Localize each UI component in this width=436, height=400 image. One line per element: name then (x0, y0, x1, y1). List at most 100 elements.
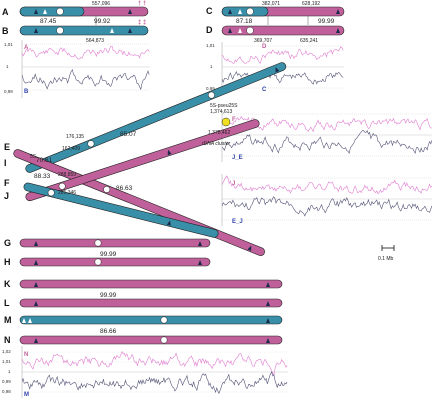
plot-ej-1: F J_E (221, 110, 432, 162)
marker-i1 (247, 245, 252, 252)
series-ej2-magenta (222, 175, 432, 195)
identity-cd-right: 99.99 (318, 18, 335, 25)
chromosome-h (19, 257, 211, 267)
label-e: E (4, 142, 10, 152)
annotation-5s-psu: 5S-pseu25S (210, 103, 238, 109)
marker-d1 (228, 28, 232, 33)
position-d-2: 635,241 (300, 38, 318, 44)
position-e-1: 176,135 (66, 134, 84, 140)
identity-kl: 99.99 (100, 292, 117, 299)
series-cd-magenta (222, 46, 344, 64)
tick-mn-3: 1 (8, 369, 11, 374)
centromere-d (246, 26, 254, 35)
marker-a1 (34, 9, 38, 14)
marker-d3 (336, 28, 340, 33)
pair-ab: A 557,096 † † 87.45 99.92 B 564,873 ‡ ‡ (2, 1, 149, 44)
centromere-h (94, 258, 102, 266)
tick-ab-mid: 1 (6, 64, 9, 69)
label-f: F (4, 178, 10, 188)
identity-gh: 99.99 (100, 251, 117, 258)
centromere-f (58, 182, 66, 190)
centromere-i (103, 186, 111, 193)
series-mn-blue (22, 371, 288, 395)
marker-f1 (167, 149, 172, 156)
label-n: N (4, 335, 11, 345)
centromere-e-2 (207, 91, 215, 99)
tick-ab-bot: 0,99 (4, 89, 13, 94)
plot-mn-top-label: N (24, 352, 28, 358)
identity-e-right: 85.07 (120, 131, 137, 138)
plot-mn-bottom-label: M (24, 392, 29, 398)
chromosome-g (19, 238, 211, 248)
series-ej1-blue (222, 129, 432, 155)
marker-e2 (275, 67, 280, 73)
marker-g2 (198, 241, 202, 246)
position-ss-psu: 1,374,613 (210, 109, 232, 115)
marker-b3 (128, 28, 132, 33)
chromosome-n (19, 335, 283, 345)
tick-mn-5: 0,98 (2, 389, 11, 394)
marker-b-symbols: ‡ ‡ (138, 20, 146, 26)
position-d-1: 369,707 (254, 38, 272, 44)
plot-mn: 1,02 1,01 1 0,99 0,98 N M (2, 346, 288, 398)
plot-cd: 1,01 1 0,99 D C (206, 42, 344, 94)
chromosome-f-group (25, 119, 260, 202)
series-ab-magenta (22, 45, 150, 60)
label-c: C (206, 6, 213, 16)
centromere-m (160, 316, 168, 324)
identity-ab-left: 87.45 (40, 18, 57, 25)
marker-m2 (28, 318, 32, 323)
label-h: H (4, 257, 11, 267)
label-m: M (4, 315, 12, 325)
plot-ab: 1,01 1 0,99 A B (4, 40, 150, 98)
tick-mn-2: 1,01 (2, 359, 11, 364)
pair-gh: G 99.99 H (4, 238, 211, 267)
annotation-rdna: rDNA cluster (202, 141, 230, 147)
plot-ej2-bottom-label: E_J (232, 219, 243, 225)
plot-ab-bottom-label: B (24, 89, 29, 95)
centromere-a (56, 7, 64, 16)
label-l: L (4, 298, 10, 308)
chromosome-l (19, 298, 283, 308)
chromosome-b (19, 25, 149, 36)
centromere-c (246, 7, 254, 16)
marker-a3 (128, 9, 132, 14)
marker-j1 (166, 220, 171, 226)
scale-bar: 0.1 Mb (378, 245, 395, 262)
plot-ej1-bottom-label: J_E (232, 155, 243, 161)
tick-ab-top: 1,01 (4, 42, 13, 47)
chromosome-m (19, 315, 283, 325)
plot-ej1-top-label: F (232, 117, 236, 123)
tick-mn-4: 0,99 (2, 379, 11, 384)
identity-f-right: 86.63 (116, 185, 133, 192)
marker-d2 (238, 28, 242, 33)
position-j-1: 288,859 (58, 172, 76, 178)
marker-l2 (266, 301, 270, 306)
rdna-cluster-icon (221, 117, 231, 127)
pair-cd: C 382,071 628,192 87.18 99.99 D 369,707 … (206, 1, 345, 44)
plot-ej2-top-label: J (232, 181, 235, 187)
series-ej2-blue (222, 196, 432, 217)
label-d: D (206, 25, 213, 35)
position-b: 564,873 (86, 38, 104, 44)
series-mn-magenta (22, 350, 288, 376)
marker-g1 (34, 241, 38, 246)
pair-kl: K 99.99 L (4, 279, 283, 308)
position-c-2: 628,192 (302, 1, 320, 7)
centromere-j (47, 189, 55, 197)
series-cd-blue (222, 69, 344, 85)
chromosome-k (19, 279, 283, 289)
tick-cd-top: 1,01 (206, 43, 215, 48)
position-j-2: 285,346 (58, 190, 76, 196)
series-ab-blue (22, 68, 150, 90)
plot-cd-top-label: D (262, 44, 267, 50)
marker-a-symbols: † † (138, 1, 146, 7)
scale-label: 0.1 Mb (378, 256, 394, 262)
chromosome-j-group (23, 182, 219, 238)
identity-f-left: 88.33 (34, 173, 51, 180)
marker-m1 (22, 318, 26, 323)
plot-ej-2: J E_J (221, 174, 432, 226)
position-e-2: 162,409 (62, 146, 80, 152)
segment-c-blue (221, 6, 269, 17)
tick-cd-mid: 1 (210, 64, 213, 69)
